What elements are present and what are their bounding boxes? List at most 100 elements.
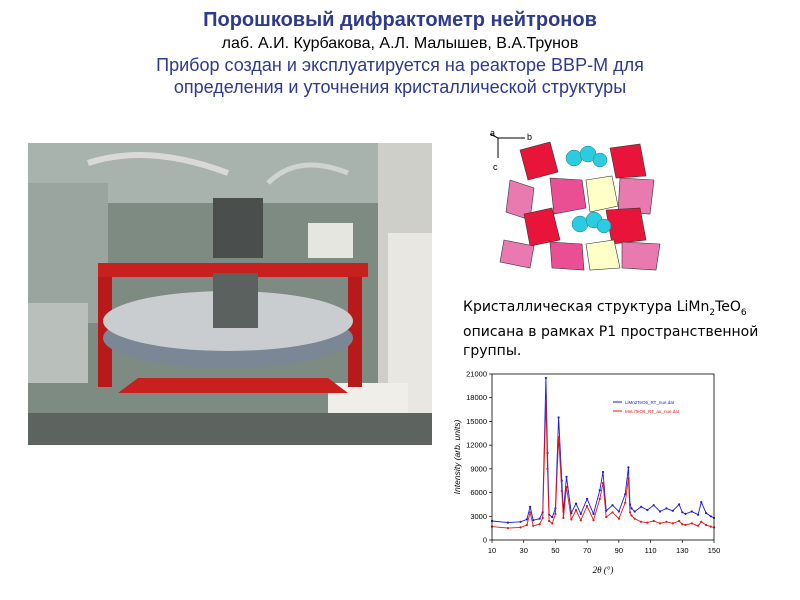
y-tick-label: 12000 (466, 441, 487, 450)
series-1-point (544, 376, 547, 380)
series-2-point (560, 489, 563, 493)
series-1-point (709, 515, 712, 518)
x-tick-label: 130 (676, 546, 689, 555)
series-2-point (579, 519, 582, 522)
series-2-point (709, 525, 712, 528)
series-1-point (697, 513, 700, 516)
series-2-point (671, 522, 674, 525)
y-tick-label: 6000 (470, 488, 487, 497)
caption-prefix: Кристаллическая структура (463, 299, 677, 315)
diffraction-chart: 10 30 50 70 90 110 130 150 0 3000 6000 9000 12000 150… (448, 364, 728, 586)
series-2-point (562, 516, 565, 519)
series-1-point (659, 510, 662, 513)
legend-label-2: MnLiTeO6_RT_au_nue.dat (625, 409, 680, 414)
series-2-point (684, 523, 687, 527)
y-tick-label: 0 (483, 536, 487, 545)
series-1-point (665, 507, 668, 510)
y-tick-label: 15000 (466, 417, 487, 426)
x-tick-label: 10 (488, 546, 496, 555)
series-2-point (557, 436, 560, 439)
series-2-point (617, 517, 620, 520)
series-1-point (601, 470, 605, 474)
series-2-point (565, 485, 568, 489)
series-1-point (633, 510, 636, 513)
series-1-point (624, 493, 627, 496)
authors-line: лаб. А.И. Курбакова, А.Л. Малышев, В.А.Т… (221, 35, 579, 52)
series-2-point (525, 523, 528, 527)
y-tick-label: 18000 (466, 393, 487, 402)
series-2-point (646, 521, 649, 524)
series-2-point (678, 519, 681, 523)
axis-b-label: b (527, 132, 532, 142)
diffractometer-photo (28, 143, 432, 445)
series-2-point (544, 400, 547, 403)
series-1-point (506, 521, 509, 524)
series-2-point (598, 497, 601, 500)
series-2-point (586, 504, 589, 508)
header: Порошковый дифрактометр нейтронов лаб. А… (0, 8, 800, 98)
series-2-point (659, 522, 662, 525)
diffractometer-photo-drawing (28, 143, 432, 445)
series-1-point (519, 520, 522, 523)
y-axis-label: Intensity (arb. units) (452, 420, 462, 495)
series-1-point (690, 510, 693, 513)
series-2-point (529, 511, 532, 514)
x-tick-label: 50 (551, 546, 559, 555)
caption-formula-sub2: 6 (740, 307, 747, 318)
series-1-point (627, 466, 630, 469)
series-2-point (554, 512, 557, 515)
caption-formula-te-o: TeO (715, 299, 741, 315)
y-tick-label: 3000 (470, 512, 487, 521)
y-tick-label: 21000 (466, 370, 487, 379)
series-2-point (546, 467, 549, 470)
series-2-point (652, 519, 655, 523)
series-2-point (665, 520, 668, 523)
series-1-point (681, 511, 684, 514)
series-2-point (697, 524, 700, 527)
axis-a-line (489, 133, 499, 139)
series-2-point (700, 520, 703, 523)
series-2-point (548, 519, 551, 523)
x-axis-label: 2θ (°) (593, 565, 614, 575)
caption-formula-li-mn: LiMn (676, 299, 710, 315)
series-2-point (640, 520, 643, 523)
axis-c-label: c (493, 162, 498, 172)
series-1-point (652, 504, 655, 507)
crystal-structure-diagram: a b c (489, 128, 670, 273)
subtitle-line-2: определения и уточнения кристаллической … (173, 77, 627, 97)
series-2-point (624, 501, 627, 504)
series-2-point (611, 511, 614, 514)
series-1-point (705, 512, 708, 515)
legend-label-1: LiMn2TeO6_RT_nue.dat (625, 400, 675, 405)
x-tick-label: 90 (615, 546, 623, 555)
series-2-point (519, 526, 522, 529)
series-1-point (565, 475, 568, 478)
series-1-point (700, 501, 703, 504)
y-tick-label: 9000 (470, 464, 487, 473)
subtitle-line-1: Прибор создан и эксплуатируется на реакт… (156, 55, 644, 75)
series-1-point (617, 510, 620, 513)
series-2-point (681, 523, 684, 526)
series-2-point (633, 517, 636, 520)
series-1-point (529, 505, 532, 508)
series-1-point (611, 504, 614, 507)
caption-formula-sub1: 2 (709, 307, 716, 318)
series-1-point (557, 416, 560, 419)
caption-rest: описана в рамках P1 пространственной гру… (463, 323, 759, 359)
x-tick-label: 150 (708, 546, 721, 555)
series-1-point (538, 517, 541, 520)
series-2-point (532, 524, 535, 527)
series-2-point (538, 523, 541, 526)
series-2-point (506, 527, 509, 530)
series-2-point (690, 522, 693, 525)
series-1-point (525, 518, 528, 521)
series-2-point (601, 482, 605, 485)
series-2-point (705, 523, 708, 527)
series-1-point (586, 497, 589, 500)
series-1-point (646, 508, 649, 512)
series-2-point (627, 477, 630, 480)
x-tick-label: 30 (520, 546, 528, 555)
series-2-point (628, 511, 632, 514)
axis-a-label: a (490, 128, 495, 138)
page-title: Порошковый дифрактометр нейтронов (203, 9, 597, 31)
